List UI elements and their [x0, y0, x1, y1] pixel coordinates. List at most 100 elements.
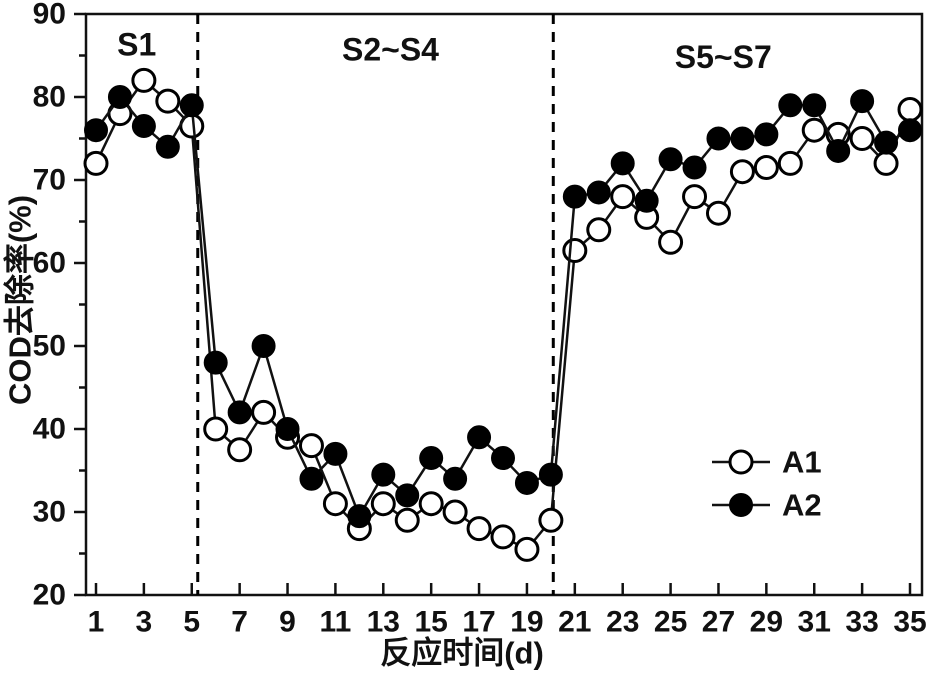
data-point-A1: [514, 536, 540, 562]
data-point-A2: [467, 425, 492, 450]
data-point-A1: [131, 67, 157, 93]
data-point-A1: [562, 238, 588, 264]
x-tick-label: 5: [183, 606, 200, 639]
x-tick-label: 35: [893, 606, 926, 639]
legend-label: A1: [782, 445, 822, 480]
data-point-A1: [227, 437, 253, 463]
y-axis-title: COD去除率(%): [3, 195, 38, 405]
x-tick-label: 33: [845, 606, 878, 639]
data-point-A2: [826, 138, 851, 163]
x-tick-label: 25: [654, 606, 687, 639]
phase-label: S2~S4: [342, 32, 439, 68]
data-point-A2: [107, 85, 132, 109]
y-tick-label: 50: [33, 330, 66, 363]
x-tick-label: 27: [702, 606, 735, 639]
data-point-A1: [849, 126, 875, 151]
data-point-A2: [778, 93, 803, 118]
x-tick-label: 23: [606, 606, 639, 639]
data-point-A2: [299, 466, 324, 491]
data-point-A1: [729, 159, 755, 185]
data-point-A2: [874, 130, 899, 155]
data-point-A1: [466, 516, 492, 542]
data-point-A2: [323, 441, 348, 466]
x-tick-label: 29: [750, 606, 783, 639]
data-point-A2: [682, 155, 707, 180]
x-tick-label: 3: [136, 606, 153, 639]
data-point-A1: [83, 150, 109, 176]
y-tick-label: 80: [33, 81, 66, 114]
data-point-A2: [179, 93, 204, 118]
data-point-A1: [538, 507, 564, 533]
x-tick-label: 9: [279, 606, 296, 639]
data-point-A2: [347, 504, 372, 529]
x-tick-label: 1: [88, 606, 105, 639]
data-point-A1: [777, 150, 803, 176]
data-point-A2: [898, 118, 922, 143]
data-point-A2: [850, 89, 875, 114]
x-tick-label: 13: [367, 606, 400, 639]
data-point-A2: [203, 350, 228, 375]
data-point-A2: [443, 466, 468, 491]
data-point-A2: [538, 462, 563, 487]
data-point-A2: [251, 334, 276, 358]
data-point-A1: [658, 229, 684, 255]
x-tick-label: 19: [510, 606, 543, 639]
legend-label: A2: [782, 488, 822, 523]
x-tick-label: 15: [414, 606, 447, 639]
data-point-A1: [586, 217, 612, 243]
data-point-A2: [84, 118, 108, 143]
y-tick-label: 20: [33, 579, 66, 612]
data-point-A1: [897, 96, 923, 122]
data-point-A1: [203, 416, 229, 442]
data-point-A1: [370, 491, 396, 517]
data-point-A2: [155, 134, 180, 159]
y-tick-label: 90: [33, 0, 66, 31]
data-point-A2: [514, 470, 539, 495]
y-tick-label: 60: [33, 247, 66, 280]
data-point-A1: [682, 184, 708, 210]
data-point-A2: [371, 462, 396, 487]
data-point-A1: [705, 200, 731, 226]
data-point-A1: [418, 491, 444, 517]
data-point-A1: [610, 184, 636, 210]
data-point-A1: [442, 499, 468, 525]
data-point-A2: [706, 126, 731, 151]
y-tick-label: 40: [33, 413, 66, 446]
data-point-A2: [730, 126, 755, 151]
data-point-A2: [227, 400, 252, 425]
data-point-A1: [155, 88, 181, 114]
y-tick-label: 70: [33, 164, 66, 197]
data-point-A1: [801, 117, 827, 143]
data-point-A2: [754, 122, 779, 147]
data-point-A2: [634, 188, 659, 213]
x-tick-label: 17: [462, 606, 495, 639]
x-tick-label: 7: [231, 606, 248, 639]
data-point-A1: [873, 150, 899, 176]
data-point-A2: [491, 446, 515, 471]
data-point-A2: [131, 114, 156, 139]
data-point-A2: [275, 417, 300, 441]
data-point-A2: [610, 151, 635, 176]
data-point-A1: [753, 155, 779, 181]
data-point-A2: [395, 483, 420, 508]
data-point-A1: [394, 507, 420, 533]
phase-label: S1: [117, 27, 156, 63]
data-point-A2: [562, 184, 587, 209]
data-point-A2: [802, 93, 827, 118]
data-point-A1: [298, 433, 324, 459]
phase-label: S5~S7: [675, 39, 772, 75]
x-tick-label: 31: [798, 606, 831, 639]
y-tick-label: 30: [33, 496, 66, 529]
x-tick-label: 11: [320, 606, 352, 639]
legend-filled-circle-icon: [729, 493, 753, 517]
data-point-A2: [658, 147, 683, 172]
x-tick-label: 21: [558, 606, 591, 639]
legend-open-circle-icon: [728, 449, 754, 475]
data-point-A1: [490, 524, 516, 550]
data-point-A1: [322, 491, 348, 517]
data-point-A2: [586, 180, 611, 205]
x-axis-title: 反应时间(d): [380, 636, 544, 671]
